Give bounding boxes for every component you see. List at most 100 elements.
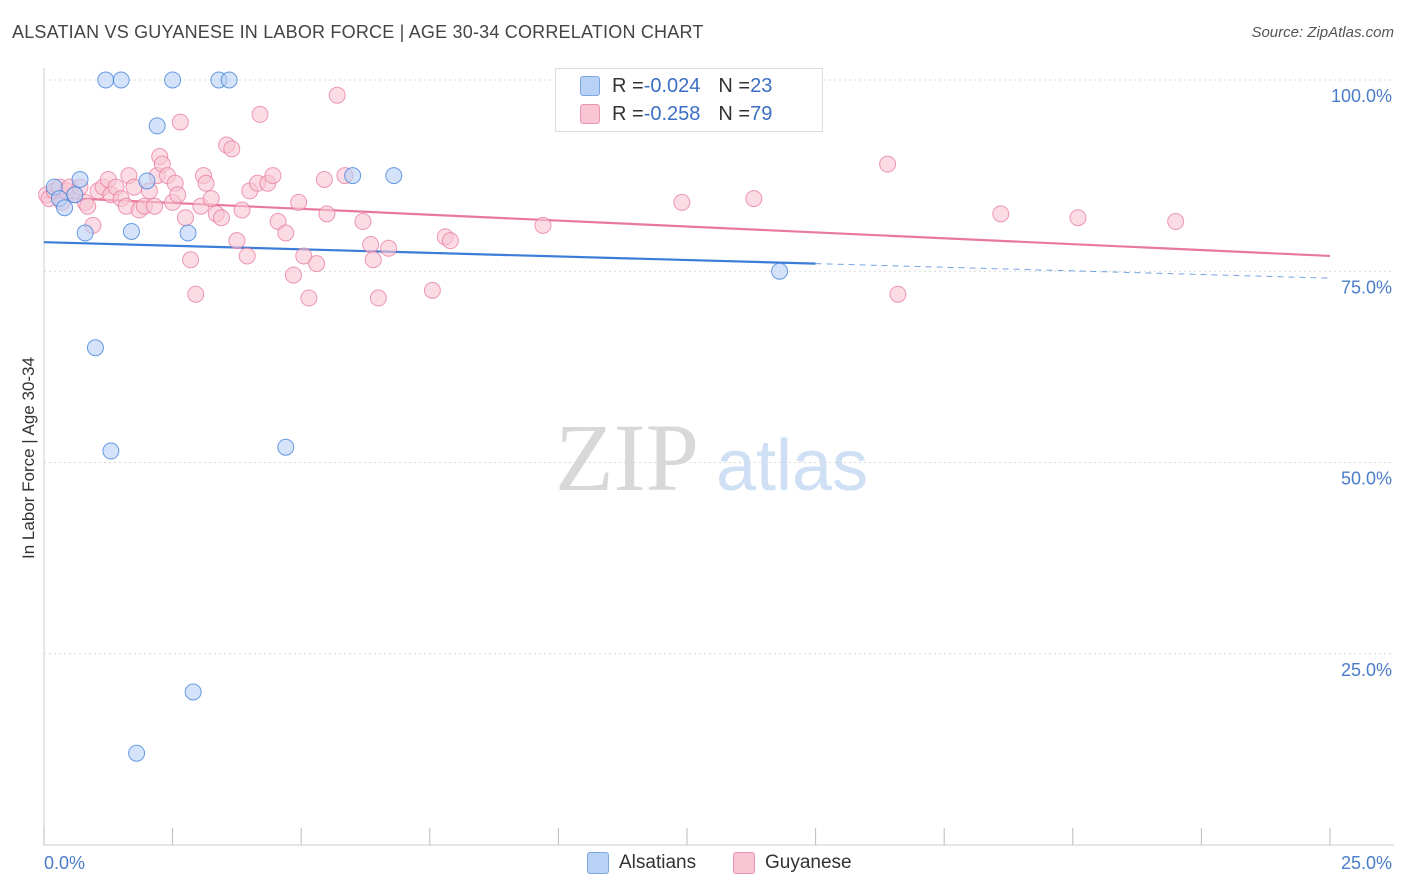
stats-legend: R = -0.024 N = 23 R = -0.258 N = 79 xyxy=(555,68,823,132)
point-guyanese xyxy=(318,205,336,223)
point-alsatians xyxy=(385,167,403,185)
point-alsatians xyxy=(66,186,84,204)
legend-swatch-alsatians xyxy=(580,76,600,96)
legend-n-value: 79 xyxy=(750,102,773,125)
point-guyanese xyxy=(879,155,897,173)
point-alsatians xyxy=(97,71,115,89)
y-axis-label: In Labor Force | Age 30-34 xyxy=(19,357,38,559)
point-guyanese xyxy=(79,197,97,215)
tick-labels: 25.0% 50.0% 75.0% 100.0% 0.0% 25.0% xyxy=(44,86,1392,873)
point-guyanese xyxy=(238,247,256,265)
legend-n-label: N = xyxy=(718,102,751,125)
point-alsatians xyxy=(122,222,140,240)
series-name-alsatians: Alsatians xyxy=(619,852,697,873)
point-guyanese xyxy=(534,216,552,234)
trend-lines xyxy=(43,195,1331,279)
point-guyanese xyxy=(212,209,230,227)
watermark-zip: ZIP xyxy=(555,404,699,511)
gridlines xyxy=(44,79,1394,655)
series-legend-alsatians[interactable]: Alsatians xyxy=(587,852,696,874)
point-guyanese xyxy=(187,285,205,303)
point-guyanese xyxy=(264,167,282,185)
point-alsatians xyxy=(86,339,104,357)
point-alsatians xyxy=(184,683,202,701)
legend-n-label: N = xyxy=(718,74,751,97)
point-alsatians xyxy=(76,224,94,242)
point-guyanese xyxy=(745,190,763,208)
point-guyanese xyxy=(182,251,200,269)
series-swatch-alsatians xyxy=(587,852,609,874)
point-guyanese xyxy=(992,205,1010,223)
legend-r-value: -0.258 xyxy=(643,102,701,125)
point-guyanese xyxy=(889,285,907,303)
series-swatch-guyanese xyxy=(733,852,755,874)
point-alsatians xyxy=(164,71,182,89)
legend-r-value: -0.024 xyxy=(643,74,701,97)
legend-row-alsatians: R = -0.024 N = 23 xyxy=(580,73,772,99)
point-guyanese xyxy=(171,113,189,131)
point-alsatians xyxy=(148,117,166,135)
point-guyanese xyxy=(362,235,380,253)
point-guyanese xyxy=(176,209,194,227)
point-guyanese xyxy=(328,86,346,104)
point-guyanese xyxy=(228,232,246,250)
point-alsatians xyxy=(71,170,89,188)
legend-r-label: R = xyxy=(612,102,644,125)
watermark-atlas: atlas xyxy=(716,426,868,506)
point-guyanese xyxy=(364,251,382,269)
legend-swatch-guyanese xyxy=(580,104,600,124)
chart-title: ALSATIAN VS GUYANESE IN LABOR FORCE | AG… xyxy=(12,22,704,42)
y-tick-label: 100.0% xyxy=(1331,86,1392,106)
point-alsatians xyxy=(56,199,74,217)
y-tick-label: 75.0% xyxy=(1341,277,1392,297)
point-alsatians xyxy=(112,71,130,89)
point-alsatians xyxy=(220,71,238,89)
point-alsatians xyxy=(179,224,197,242)
point-alsatians xyxy=(128,744,146,762)
point-guyanese xyxy=(233,201,251,219)
point-guyanese xyxy=(315,170,333,188)
point-guyanese xyxy=(146,197,164,215)
y-tick-label: 50.0% xyxy=(1341,469,1392,489)
point-guyanese xyxy=(277,224,295,242)
trend-line-alsatians xyxy=(43,241,816,265)
point-alsatians xyxy=(138,172,156,190)
series-name-guyanese: Guyanese xyxy=(765,852,852,873)
point-guyanese xyxy=(1069,209,1087,227)
y-tick-label: 25.0% xyxy=(1341,660,1392,680)
point-guyanese xyxy=(369,289,387,307)
data-points xyxy=(38,71,1185,762)
point-guyanese xyxy=(380,239,398,257)
point-guyanese xyxy=(354,213,372,231)
point-guyanese xyxy=(290,193,308,211)
point-guyanese xyxy=(284,266,302,284)
point-guyanese xyxy=(300,289,318,307)
point-guyanese xyxy=(251,105,269,123)
trend-extension-alsatians xyxy=(815,263,1331,279)
point-guyanese xyxy=(223,140,241,158)
point-guyanese xyxy=(423,281,441,299)
point-guyanese xyxy=(441,232,459,250)
point-guyanese xyxy=(1167,213,1185,231)
point-guyanese xyxy=(169,186,187,204)
point-alsatians xyxy=(102,442,120,460)
series-legend-guyanese[interactable]: Guyanese xyxy=(733,852,852,874)
point-guyanese xyxy=(202,190,220,208)
x-tick-label: 0.0% xyxy=(44,853,85,873)
point-guyanese xyxy=(308,255,326,273)
legend-r-label: R = xyxy=(612,74,644,97)
trend-line-guyanese xyxy=(43,195,1331,258)
legend-n-value: 23 xyxy=(750,74,773,97)
point-alsatians xyxy=(771,262,789,280)
point-guyanese xyxy=(197,174,215,192)
point-alsatians xyxy=(344,167,362,185)
series-legend: Alsatians Guyanese xyxy=(0,852,1406,878)
point-guyanese xyxy=(673,193,691,211)
legend-row-guyanese: R = -0.258 N = 79 xyxy=(580,101,772,127)
point-guyanese xyxy=(295,247,313,265)
source-label: Source: ZipAtlas.com xyxy=(1251,24,1394,41)
point-alsatians xyxy=(277,438,295,456)
x-tick-label: 25.0% xyxy=(1341,853,1392,873)
watermark: ZIP atlas xyxy=(555,404,868,511)
